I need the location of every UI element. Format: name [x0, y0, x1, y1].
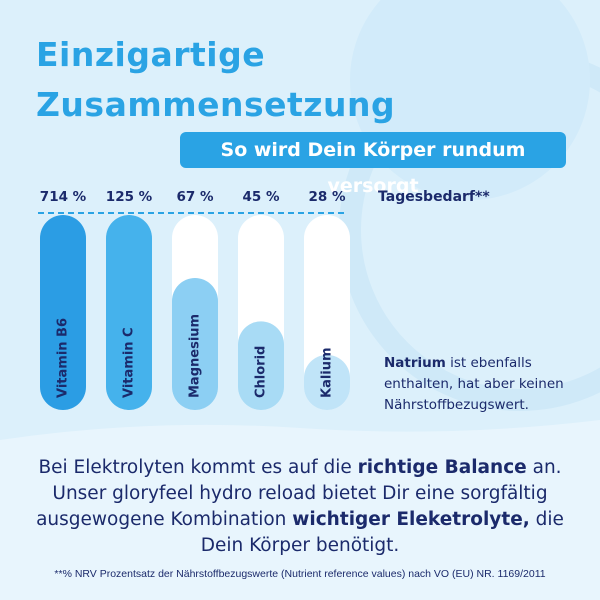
title: Einzigartige Zusammensetzung: [36, 35, 396, 124]
bar-group: [238, 321, 284, 410]
text-run: Bei Elektrolyten kommt es auf die: [38, 457, 358, 478]
category-label: Vitamin B6: [56, 318, 71, 398]
chart: Tagesbedarf** 714 % Vitamin B6 125 % Vitami…: [38, 189, 490, 410]
reference-label: Tagesbedarf**: [378, 189, 490, 205]
bar-group: [304, 354, 350, 410]
category-label: Chlorid: [254, 346, 269, 398]
category-label: Kalium: [320, 347, 335, 398]
note: Natrium ist ebenfalls enthalten, hat abe…: [384, 353, 584, 416]
value-label: 67 %: [176, 189, 213, 205]
bar: [238, 321, 284, 410]
category-label: Magnesium: [188, 314, 203, 398]
text-run: an. Unser gloryfeel hydro reload bietet …: [36, 457, 562, 530]
text-run: Natrium: [384, 355, 446, 371]
value-label: 28 %: [308, 189, 345, 205]
subtitle: So wird Dein Körper rundum versorgt: [180, 132, 566, 197]
value-label: 125 %: [106, 189, 153, 205]
bar: [172, 278, 218, 410]
paragraph: Bei Elektrolyten kommt es auf die richti…: [30, 455, 570, 559]
text-run: wichtiger Eleketrolyte,: [292, 509, 530, 530]
text-run: die Dein Körper benötigt.: [200, 509, 564, 556]
bar: [304, 354, 350, 410]
value-label: 45 %: [242, 189, 279, 205]
bar-group: [106, 215, 152, 410]
text-run: richtige Balance: [357, 457, 527, 478]
footnote: **% NRV Prozentsatz der Nährstoffbezugsw…: [54, 568, 546, 580]
text-run: ist ebenfalls enthalten, hat aber keinen…: [384, 355, 564, 413]
bar-group: [172, 278, 218, 410]
bar: [106, 215, 152, 410]
value-label: 714 %: [40, 189, 87, 205]
category-label: Vitamin C: [122, 327, 137, 398]
